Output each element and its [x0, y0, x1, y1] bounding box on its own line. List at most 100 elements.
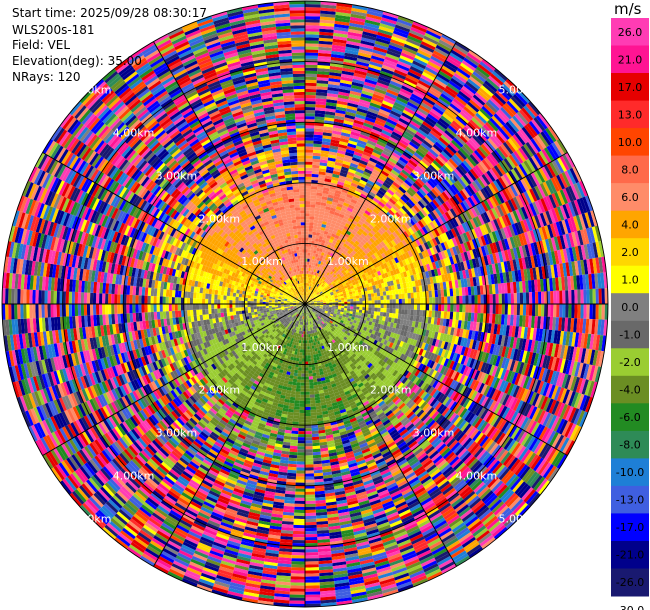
ppi-gate — [312, 284, 315, 288]
ppi-gate — [316, 279, 319, 283]
ppi-gate — [352, 78, 365, 85]
ppi-gate — [450, 304, 454, 312]
ppi-gate — [306, 273, 309, 277]
ppi-gate — [366, 162, 376, 169]
ppi-gate — [341, 305, 345, 309]
ppi-gate — [318, 217, 324, 221]
ppi-gate — [319, 248, 323, 253]
ppi-gate — [395, 304, 399, 309]
ppi-gate — [332, 127, 343, 133]
ppi-gate — [305, 170, 312, 174]
ppi-gate — [355, 63, 369, 70]
ppi-gate — [320, 13, 336, 18]
ppi-gate — [342, 218, 348, 223]
ppi-gate — [305, 76, 317, 81]
ppi-gate — [357, 52, 372, 59]
ppi-gate — [378, 76, 391, 84]
ppi-gate — [330, 223, 336, 228]
ppi-gate — [319, 245, 324, 250]
ppi-gate — [345, 43, 360, 50]
ppi-gate — [375, 117, 387, 125]
ppi-gate — [307, 258, 310, 262]
ppi-gate — [410, 292, 414, 299]
ppi-gate — [334, 112, 346, 118]
ppi-gate — [334, 164, 342, 170]
ppi-gate — [315, 95, 327, 100]
ppi-gate — [366, 110, 378, 118]
ppi-gate — [305, 58, 318, 62]
ppi-gate — [370, 131, 381, 138]
ppi-gate — [313, 275, 316, 279]
ppi-gate — [320, 7, 336, 12]
ppi-gate — [392, 104, 404, 113]
ppi-gate — [334, 224, 340, 230]
ppi-gate — [385, 91, 398, 100]
ppi-gate — [305, 25, 320, 29]
ppi-gate — [330, 59, 344, 65]
ppi-gate — [316, 89, 328, 94]
ppi-gate — [309, 219, 314, 223]
ppi-gate — [394, 313, 399, 319]
ppi-gate — [553, 290, 557, 304]
ppi-gate — [498, 304, 502, 315]
ppi-gate — [357, 165, 366, 172]
ppi-gate — [349, 162, 359, 169]
ppi-gate — [325, 225, 331, 230]
ppi-gate — [363, 84, 376, 91]
ppi-gate — [334, 115, 345, 121]
ppi-gate — [305, 210, 310, 214]
ppi-gate — [400, 52, 415, 61]
ppi-gate — [528, 292, 533, 304]
ppi-gate — [358, 136, 368, 143]
ppi-gate — [452, 311, 457, 320]
ppi-gate — [314, 125, 324, 130]
ppi-gate — [334, 17, 350, 23]
ppi-gate — [305, 82, 317, 87]
ppi-gate — [312, 164, 320, 169]
ppi-gate — [312, 271, 316, 276]
ppi-gate — [395, 66, 409, 75]
ppi-gate — [410, 309, 414, 316]
ppi-gate — [315, 238, 319, 242]
ppi-gate — [315, 269, 318, 273]
ppi-gate — [391, 107, 403, 115]
ppi-gate — [318, 267, 321, 271]
ppi-gate — [341, 166, 349, 172]
ppi-gate — [370, 311, 375, 315]
ppi-gate — [325, 172, 333, 177]
ppi-gate — [322, 221, 327, 225]
ppi-gate — [359, 306, 363, 310]
ppi-gate — [316, 270, 320, 274]
ppi-gate — [559, 290, 563, 304]
ppi-gate — [412, 21, 429, 30]
ppi-gate — [320, 156, 329, 161]
ppi-gate — [480, 294, 484, 304]
ppi-gate — [370, 58, 384, 65]
ppi-gate — [349, 19, 365, 26]
ppi-gate — [305, 52, 319, 56]
ppi-gate — [327, 216, 334, 221]
ppi-gate — [374, 120, 386, 127]
ppi-gate — [311, 259, 315, 263]
ppi-gate — [326, 96, 338, 101]
ppi-gate — [305, 79, 317, 84]
ppi-gate — [408, 32, 424, 41]
ppi-gate — [571, 304, 575, 319]
ppi-gate — [598, 288, 602, 304]
ppi-gate — [362, 171, 371, 178]
ppi-gate — [349, 296, 354, 300]
ppi-gate — [305, 4, 321, 8]
ppi-gate — [305, 28, 320, 32]
ppi-gate — [345, 151, 354, 157]
ppi-gate — [367, 69, 380, 77]
ppi-gate — [319, 208, 326, 213]
ppi-gate — [353, 306, 357, 310]
ppi-gate — [347, 143, 357, 149]
ppi-gate — [376, 140, 387, 148]
ppi-gate — [371, 296, 375, 301]
ppi-gate — [403, 43, 419, 53]
ppi-gate — [323, 259, 327, 264]
ppi-gate — [404, 309, 408, 315]
ppi-gate — [310, 246, 314, 251]
